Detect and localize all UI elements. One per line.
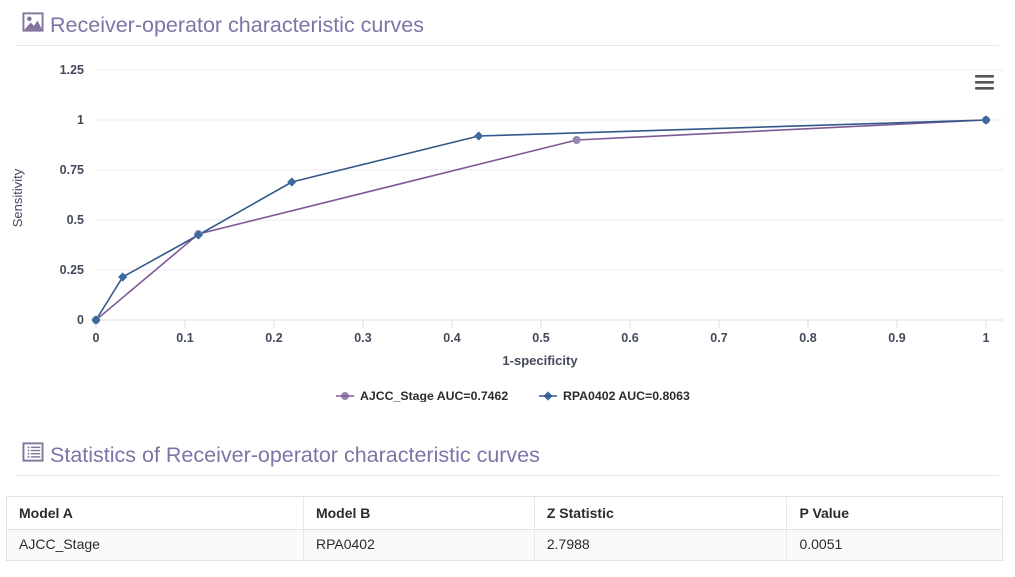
svg-text:0.4: 0.4 [443, 331, 460, 345]
svg-text:0: 0 [77, 313, 84, 327]
svg-text:1: 1 [77, 113, 84, 127]
svg-text:0.9: 0.9 [888, 331, 905, 345]
svg-text:1: 1 [983, 331, 990, 345]
svg-text:0.1: 0.1 [176, 331, 193, 345]
svg-text:0.8: 0.8 [799, 331, 816, 345]
svg-text:1.25: 1.25 [60, 63, 84, 77]
svg-text:0.3: 0.3 [354, 331, 371, 345]
svg-text:0.5: 0.5 [67, 213, 84, 227]
svg-text:RPA0402 AUC=0.8063: RPA0402 AUC=0.8063 [563, 389, 690, 402]
svg-text:0.75: 0.75 [60, 163, 84, 177]
svg-text:0.7: 0.7 [710, 331, 727, 345]
svg-text:0: 0 [93, 331, 100, 345]
svg-text:0.25: 0.25 [60, 263, 84, 277]
svg-text:0.5: 0.5 [532, 331, 549, 345]
svg-text:0.6: 0.6 [621, 331, 638, 345]
svg-text:1-specificity: 1-specificity [502, 353, 578, 368]
svg-text:Sensitivity: Sensitivity [10, 168, 25, 227]
svg-text:0.2: 0.2 [265, 331, 282, 345]
svg-text:AJCC_Stage AUC=0.7462: AJCC_Stage AUC=0.7462 [360, 389, 508, 402]
